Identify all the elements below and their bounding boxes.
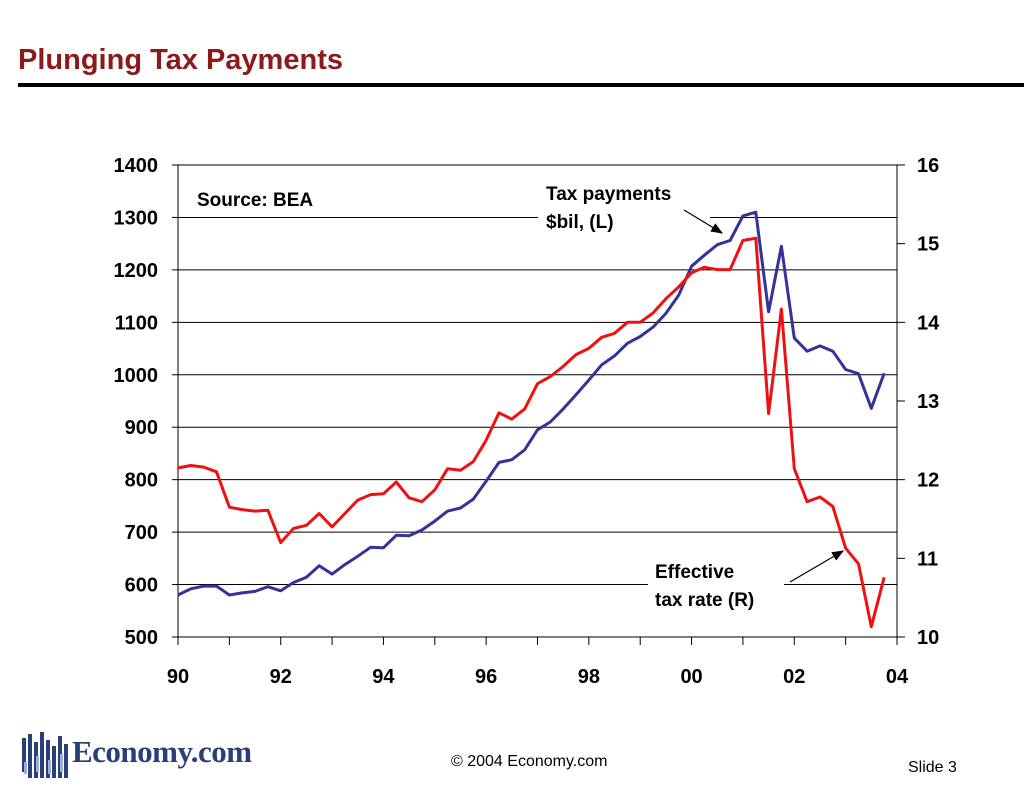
source-note-bg: [190, 182, 345, 212]
tax-payments-line: [177, 210, 886, 597]
effective-rate-annotation-line1: Effective: [655, 562, 734, 583]
left-tick-label: 1000: [114, 365, 159, 387]
label-layer: 5006007008009001000110012001300140010111…: [114, 155, 941, 688]
right-tick-label: 15: [917, 234, 939, 256]
effective-rate-annotation-bg: [648, 557, 784, 615]
right-tick-label: 11: [917, 548, 938, 570]
right-tick-label: 12: [917, 470, 939, 492]
slide-number: Slide 3: [908, 759, 957, 776]
tax-payments-annotation-bg: [538, 178, 710, 238]
x-tick-label: 92: [270, 666, 292, 688]
series-layer: [177, 210, 886, 629]
right-tick-label: 10: [917, 627, 939, 649]
x-tick-label: 00: [680, 666, 702, 688]
x-tick-label: 02: [783, 666, 805, 688]
logo-text: Economy.com: [72, 734, 252, 769]
x-tick-label: 04: [886, 666, 909, 688]
source-note: Source: BEA: [197, 190, 313, 211]
tax-payments-annotation-line1: Tax payments: [546, 184, 671, 205]
left-tick-label: 1400: [114, 155, 159, 177]
slide-title: Plunging Tax Payments: [18, 44, 343, 76]
left-tick-label: 900: [125, 417, 158, 439]
left-tick-label: 1100: [115, 312, 158, 334]
x-tick-label: 96: [475, 666, 497, 688]
left-tick-label: 700: [125, 522, 158, 544]
x-tick-label: 98: [578, 666, 600, 688]
right-tick-label: 16: [917, 155, 939, 177]
right-tick-label: 13: [917, 391, 939, 413]
copyright-notice: © 2004 Economy.com: [451, 753, 608, 770]
economy-logo: [22, 732, 68, 778]
tax-payments-arrow: [683, 209, 724, 234]
x-tick-label: 90: [167, 666, 189, 688]
left-tick-label: 1300: [114, 207, 159, 229]
x-tick-label: 94: [372, 666, 395, 688]
left-tick-label: 600: [125, 575, 158, 597]
axis-layer: [172, 164, 905, 645]
left-tick-label: 500: [125, 627, 158, 649]
left-tick-label: 800: [125, 470, 158, 492]
right-tick-label: 14: [917, 312, 940, 334]
effective-rate-annotation-line2: tax rate (R): [655, 590, 754, 611]
left-tick-label: 1200: [114, 260, 159, 282]
title-underline: [18, 83, 1024, 87]
effective-rate-arrow: [789, 550, 845, 583]
effective-rate-line: [177, 236, 886, 629]
tax-payments-annotation-line2: $bil, (L): [546, 212, 614, 233]
